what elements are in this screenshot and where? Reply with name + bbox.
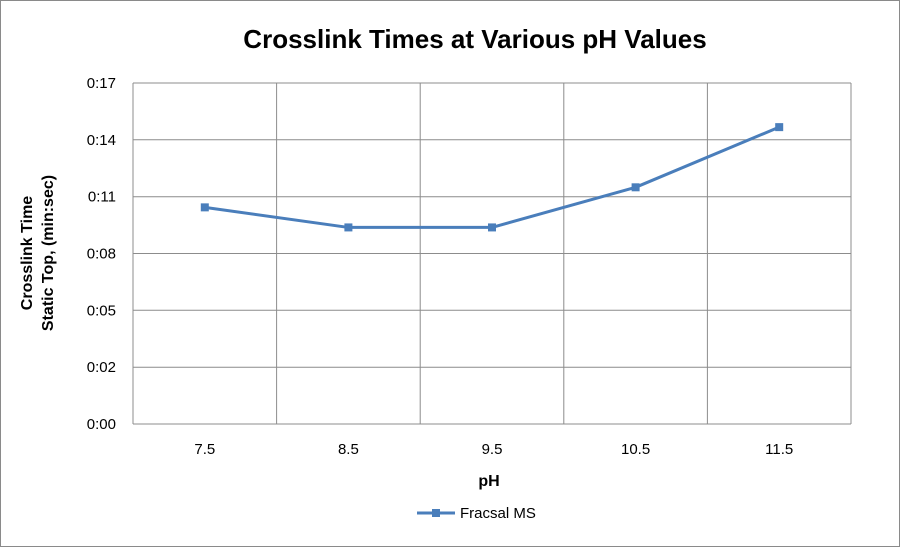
y-axis-title: Crosslink Time Static Top, (min:sec) xyxy=(19,175,57,331)
data-point xyxy=(775,123,784,132)
data-point xyxy=(200,203,209,212)
x-tick-label: 11.5 xyxy=(765,441,793,458)
data-point xyxy=(344,223,353,232)
plot-area: 0:00 0:02 0:05 0:08 0:11 0:14 0:17 7.5 8.5 9.5 10.… xyxy=(87,75,852,458)
x-axis-title: pH xyxy=(478,473,499,490)
y-tick-label: 0:17 xyxy=(87,75,116,92)
x-tick-label: 9.5 xyxy=(482,441,503,458)
x-tick-label: 8.5 xyxy=(338,441,359,458)
y-axis-title-line-2: Static Top, (min:sec) xyxy=(40,175,57,331)
y-tick-label: 0:14 xyxy=(87,132,116,149)
x-tick-label: 10.5 xyxy=(621,441,650,458)
data-point xyxy=(488,223,496,232)
data-point xyxy=(631,183,640,192)
y-tick-label: 0:08 xyxy=(87,246,116,263)
chart-title: Crosslink Times at Various pH Values xyxy=(243,24,706,54)
y-tick-label: 0:11 xyxy=(88,189,116,206)
legend-label: Fracsal MS xyxy=(460,505,536,522)
y-tick-label: 0:02 xyxy=(87,359,116,376)
y-axis-title-line-1: Crosslink Time xyxy=(19,196,36,311)
y-tick-label: 0:00 xyxy=(87,416,116,433)
series-line xyxy=(204,125,780,229)
x-tick-label: 7.5 xyxy=(194,441,215,458)
legend: Fracsal MS xyxy=(417,505,536,522)
y-tick-label: 0:05 xyxy=(87,302,116,319)
legend-marker-swatch xyxy=(432,509,440,517)
